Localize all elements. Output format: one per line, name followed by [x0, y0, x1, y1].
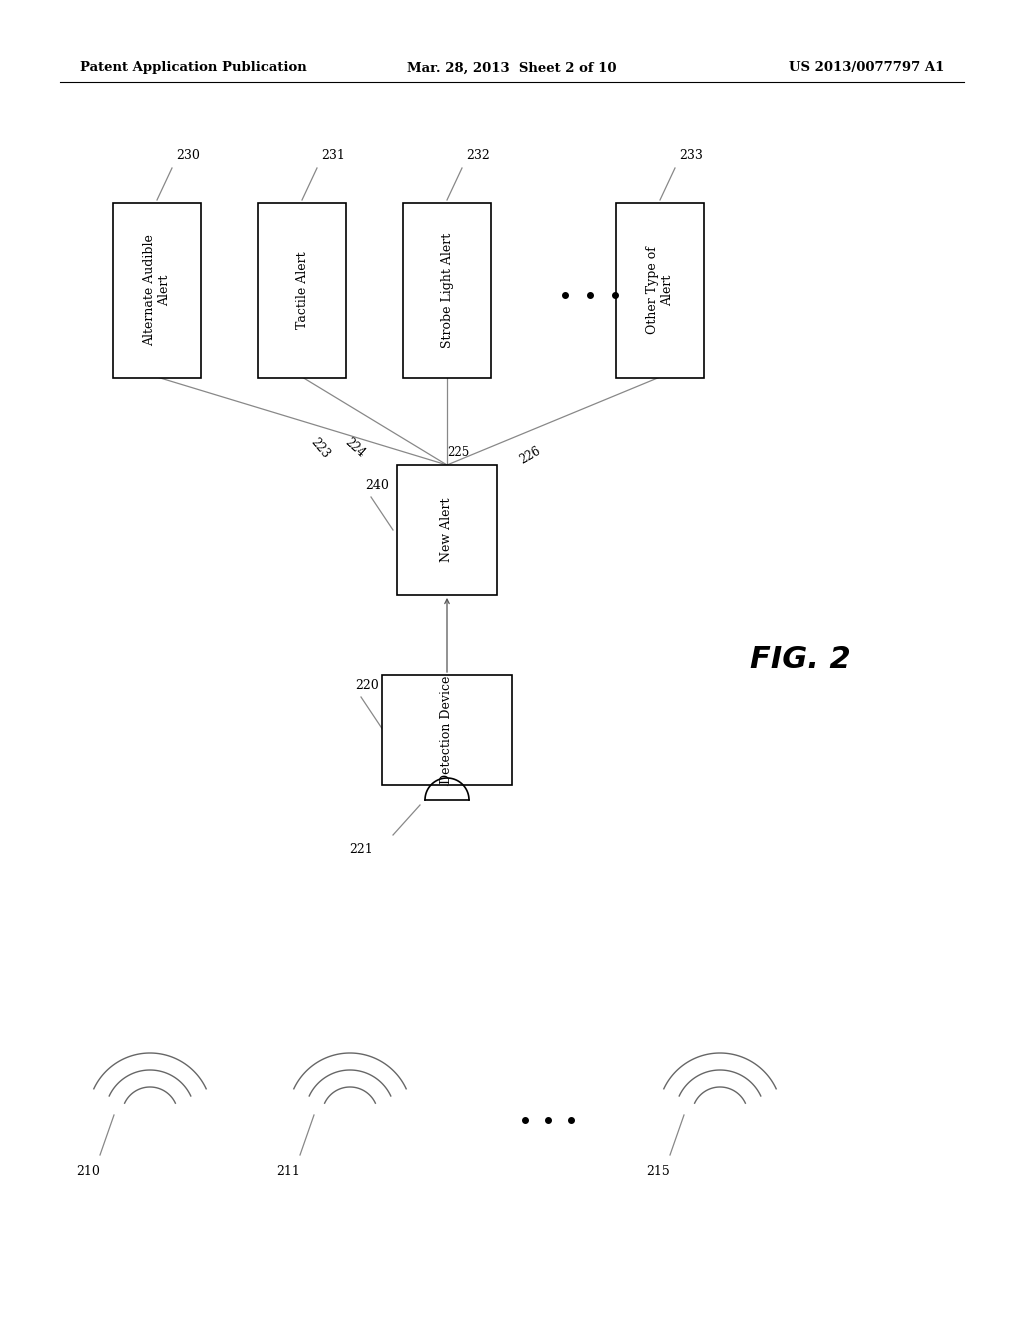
Text: 226: 226 [517, 444, 543, 466]
Text: 220: 220 [355, 678, 379, 692]
Text: Tactile Alert: Tactile Alert [296, 251, 308, 329]
Text: 230: 230 [176, 149, 200, 162]
Text: 211: 211 [276, 1166, 300, 1177]
Text: Mar. 28, 2013  Sheet 2 of 10: Mar. 28, 2013 Sheet 2 of 10 [408, 62, 616, 74]
Bar [113, 202, 201, 378]
Bar [397, 465, 497, 595]
Text: 233: 233 [679, 149, 702, 162]
Bar [403, 202, 490, 378]
Bar [616, 202, 705, 378]
Text: 232: 232 [466, 149, 489, 162]
Text: Patent Application Publication: Patent Application Publication [80, 62, 307, 74]
Bar [382, 675, 512, 785]
Text: Detection Device: Detection Device [440, 676, 454, 784]
Text: 215: 215 [646, 1166, 670, 1177]
Text: Strobe Light Alert: Strobe Light Alert [440, 232, 454, 347]
Text: 224: 224 [342, 436, 368, 461]
Text: US 2013/0077797 A1: US 2013/0077797 A1 [788, 62, 944, 74]
Text: FIG. 2: FIG. 2 [750, 645, 850, 675]
Bar [258, 202, 346, 378]
Text: New Alert: New Alert [440, 498, 454, 562]
Text: Alternate Audible
Alert: Alternate Audible Alert [143, 234, 171, 346]
Text: 225: 225 [446, 446, 469, 458]
Text: 231: 231 [321, 149, 345, 162]
Text: 221: 221 [349, 843, 373, 855]
Text: 210: 210 [76, 1166, 100, 1177]
Text: Other Type of
Alert: Other Type of Alert [646, 246, 674, 334]
Text: 240: 240 [365, 479, 389, 492]
Text: 223: 223 [308, 436, 332, 461]
